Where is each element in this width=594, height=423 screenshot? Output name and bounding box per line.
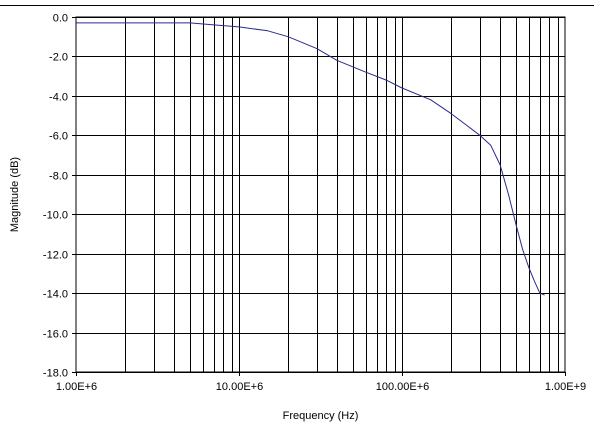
x-tick-label: 1.00E+9 (545, 381, 586, 393)
plot-area (75, 16, 566, 373)
y-axis-label: Magnitude (dB) (9, 157, 21, 232)
y-tick-label: -2.0 (49, 52, 68, 64)
x-axis-label: Frequency (Hz) (283, 410, 359, 422)
y-tick-label: 0.0 (53, 13, 68, 25)
x-axis-ticks: 1.00E+6 10.00E+6 100.00E+6 1.00E+9 (56, 372, 586, 393)
grid-lines (76, 17, 565, 373)
series-line (76, 22, 545, 296)
x-tick-label: 100.00E+6 (376, 381, 430, 393)
y-tick-label: -10.0 (43, 210, 68, 222)
x-tick-label: 1.00E+6 (56, 381, 97, 393)
y-tick-label: -18.0 (43, 368, 68, 380)
y-tick-label: -8.0 (49, 171, 68, 183)
y-tick-label: -4.0 (49, 92, 68, 104)
y-tick-label: -12.0 (43, 250, 68, 262)
y-tick-label: -16.0 (43, 329, 68, 341)
y-axis-ticks: 0.0 -2.0 -4.0 -6.0 -8.0 -10.0 -12.0 -14.0 -16.0 -… (43, 13, 76, 380)
x-tick-label: 10.00E+6 (216, 381, 263, 393)
y-tick-label: -14.0 (43, 289, 68, 301)
top-rule (0, 5, 594, 6)
y-tick-label: -6.0 (49, 131, 68, 143)
